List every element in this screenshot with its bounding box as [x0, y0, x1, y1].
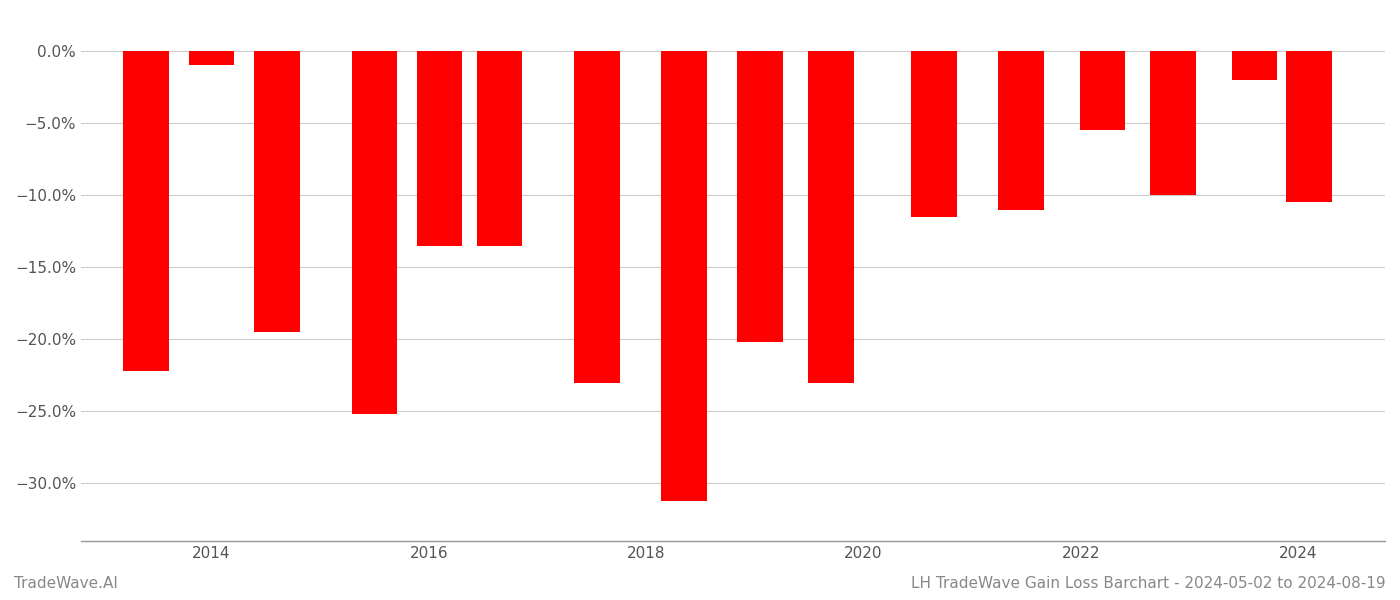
Bar	[1079, 51, 1126, 130]
Bar	[738, 51, 783, 342]
Bar	[1232, 51, 1277, 80]
Bar	[661, 51, 707, 501]
Text: TradeWave.AI: TradeWave.AI	[14, 576, 118, 591]
Bar	[998, 51, 1044, 209]
Bar	[1151, 51, 1196, 195]
Bar	[189, 51, 234, 65]
Bar	[253, 51, 300, 332]
Bar	[417, 51, 462, 245]
Bar	[808, 51, 854, 383]
Bar	[911, 51, 956, 217]
Text: LH TradeWave Gain Loss Barchart - 2024-05-02 to 2024-08-19: LH TradeWave Gain Loss Barchart - 2024-0…	[911, 576, 1386, 591]
Bar	[123, 51, 169, 371]
Bar	[574, 51, 620, 383]
Bar	[476, 51, 522, 245]
Bar	[1287, 51, 1331, 202]
Bar	[351, 51, 398, 414]
